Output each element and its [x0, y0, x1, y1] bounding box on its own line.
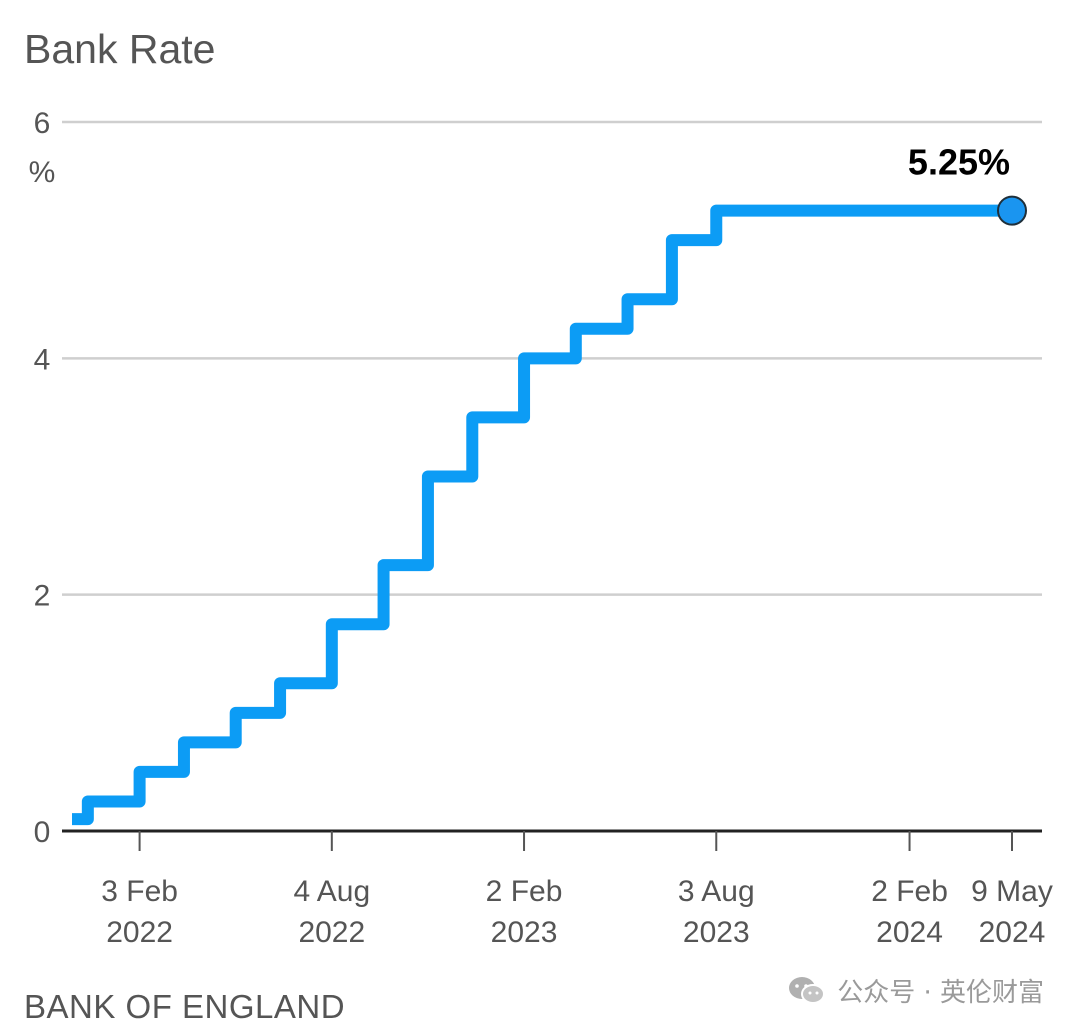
latest-value-label: 5.25% — [908, 142, 1010, 183]
latest-value-annotation: 5.25% — [908, 142, 1027, 226]
x-tick-year-label: 2023 — [683, 916, 750, 949]
x-tick-label: 3 Feb — [101, 875, 178, 908]
y-axis-ticks: 0 2 4 6 — [34, 107, 51, 849]
y-tick-label: 2 — [34, 580, 51, 613]
wechat-icon — [789, 976, 826, 1004]
x-tick-year-label: 2024 — [876, 916, 943, 949]
x-tick-year-label: 2024 — [979, 916, 1046, 949]
x-tick-label: 3 Aug — [678, 875, 755, 908]
gridlines — [62, 120, 1042, 833]
watermark: 公众号 · 英伦财富 — [787, 972, 1044, 1009]
bank-rate-step-line — [72, 204, 1012, 826]
y-tick-label: 0 — [34, 816, 51, 849]
y-tick-label: 4 — [34, 343, 51, 376]
source-credit: BANK OF ENGLAND — [24, 988, 346, 1025]
watermark-text: 公众号 · 英伦财富 — [837, 978, 1044, 1008]
latest-value-marker — [997, 195, 1027, 226]
x-tick-label: 9 May — [971, 875, 1053, 908]
y-tick-label: 6 — [34, 107, 51, 140]
series-bank-rate — [72, 204, 1012, 826]
x-tick-year-label: 2022 — [298, 916, 365, 949]
y-axis-unit-label: % — [29, 156, 56, 189]
x-tick-year-label: 2022 — [106, 916, 173, 949]
x-tick-label: 4 Aug — [293, 875, 370, 908]
chart-title: Bank Rate — [24, 26, 216, 72]
x-tick-year-label: 2023 — [491, 916, 558, 949]
x-axis-ticks: 3 Feb 2022 4 Aug 2022 2 Feb 2023 3 Aug 2023 2 Fe… — [101, 831, 1053, 949]
x-tick-label: 2 Feb — [486, 875, 563, 908]
x-tick-label: 2 Feb — [871, 875, 948, 908]
